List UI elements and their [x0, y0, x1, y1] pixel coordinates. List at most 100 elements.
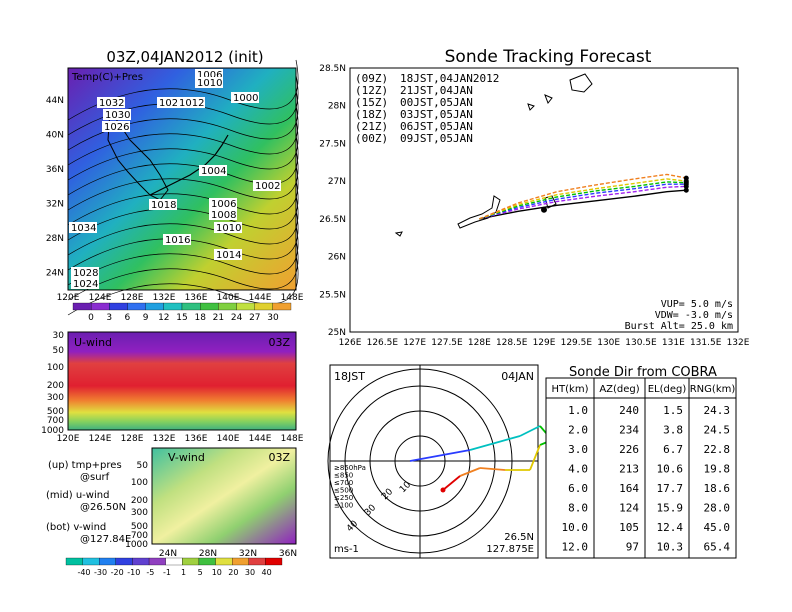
lon-tick-label: 126.5E	[367, 338, 399, 348]
track-series-line	[479, 189, 687, 220]
lon-tick-label: 148E	[281, 434, 304, 444]
lon-tick-label: 144E	[249, 434, 272, 444]
colorbar-segment	[115, 557, 133, 566]
lon-tick-label: 136E	[185, 293, 208, 303]
table-cell: 4.0	[568, 463, 588, 476]
temp-map-label: Temp(C)+Pres	[71, 72, 143, 83]
pressure-tick: 700	[131, 531, 148, 541]
table-frame	[545, 377, 737, 559]
colorbar-segment	[99, 557, 116, 566]
legend-line: (up) tmp+pres	[48, 460, 122, 471]
lon-tick-label: 130E	[597, 338, 620, 348]
amami-coastline	[527, 73, 593, 111]
pressure-label-bg	[214, 249, 242, 260]
track-param: VUP= 5.0 m/s	[661, 299, 733, 310]
colorbar-segment	[232, 557, 249, 566]
pressure-label: 1020	[159, 98, 184, 109]
polar-time: 18JST	[334, 370, 365, 383]
temp-colorbar: 0 3 6 9 12 15 18 21 24 27 30	[72, 302, 292, 323]
lon-tick-label: 127.5E	[431, 338, 463, 348]
track-legend: (09Z) 18JST,04JAN2012 (12Z) 21JST,04JAN (15Z…	[355, 72, 499, 145]
hodograph-segment	[479, 467, 506, 471]
pressure-tick: 500	[131, 522, 148, 532]
pressure-label: 1006	[211, 199, 236, 210]
colorbar-tick: 21	[213, 313, 224, 323]
colorbar-segment	[165, 557, 183, 566]
track-legend-utc: (21Z)	[355, 120, 388, 133]
pressure-tick: 300	[131, 508, 148, 518]
lat-tick-label: 44N	[46, 96, 64, 106]
lon-tick-label: 131E	[662, 338, 685, 348]
coastline	[107, 108, 169, 201]
colorbar-tick: -1	[163, 568, 171, 577]
isobar-line	[67, 149, 299, 211]
lon-tick-label: 140E	[217, 293, 240, 303]
colorbar-tick: 10	[212, 568, 222, 577]
colorbar-segment	[236, 302, 255, 311]
pressure-tick: 500	[47, 407, 64, 417]
lon-tick-label: 140E	[217, 434, 240, 444]
pressure-label: 1004	[201, 166, 226, 177]
colorbar-tick: 12	[158, 313, 169, 323]
lat-tick-label: 32N	[46, 200, 64, 210]
colorbar-segment	[200, 302, 219, 311]
panel-legend: (up) tmp+pres@surf (mid) u-wind@26.50N (bo…	[46, 460, 131, 545]
lon-tick-label: 128E	[121, 293, 144, 303]
pressure-tick: 700	[47, 416, 64, 426]
pressure-label-bg	[102, 121, 130, 132]
table-cell: 2.0	[568, 424, 588, 437]
table-cell: 234	[619, 424, 639, 437]
track-legend-jst: 06JST,05JAN	[400, 120, 473, 133]
lat-tick-label: 28N	[328, 102, 346, 112]
level-legend-item: ≥850hPa	[334, 464, 366, 472]
pressure-label: 1024	[73, 279, 98, 290]
islet	[394, 231, 403, 237]
pressure-label: 1034	[71, 223, 96, 234]
table-cell: 124	[619, 502, 639, 515]
table-header: AZ(deg)	[599, 384, 639, 395]
isobar-line	[67, 254, 299, 316]
colorbar-tick: -20	[111, 568, 124, 577]
lon-tick-label: 120E	[57, 293, 80, 303]
pressure-label-bg	[214, 222, 242, 233]
pressure-label-bg	[209, 209, 237, 220]
track-legend-jst: 21JST,04JAN	[400, 84, 473, 97]
table-cell: 65.4	[704, 541, 731, 554]
polar-lat: 26.5N	[504, 532, 534, 543]
legend-line: @127.84E	[80, 534, 131, 545]
colorbar-tick: -30	[94, 568, 107, 577]
colorbar-tick: 0	[88, 313, 94, 323]
colorbar-segment	[132, 557, 150, 566]
colorbar-tick: -40	[77, 568, 90, 577]
track-lat-ticks: 28.5N 28N 27.5N 27N 26.5N 26N 25.5N 25N	[319, 64, 346, 338]
pressure-label-bg	[97, 97, 125, 108]
colorbar-segment	[265, 557, 283, 566]
pressure-label: 1016	[165, 235, 190, 246]
lon-tick-label: 144E	[249, 293, 272, 303]
table-cell: 28.0	[704, 502, 731, 515]
colorbar-tick: -5	[146, 568, 154, 577]
left-title: 03Z,04JAN2012 (init)	[106, 48, 263, 66]
table-cell: 97	[626, 541, 639, 554]
lat-tick-label: 28N	[46, 234, 64, 244]
colorbar-tick: 30	[267, 313, 279, 323]
table-cell: 15.9	[657, 502, 684, 515]
track-legend-utc: (18Z)	[355, 108, 388, 121]
pressure-tick: 100	[131, 478, 148, 488]
pressure-label: 1010	[197, 78, 222, 89]
u-wind-field	[67, 331, 297, 431]
table-cell: 164	[619, 482, 639, 495]
polar-date: 04JAN	[501, 370, 534, 383]
table-cell: 3.0	[568, 443, 588, 456]
table-cell: 213	[619, 463, 639, 476]
hodograph-segment	[469, 435, 521, 451]
isobar-line	[67, 104, 299, 166]
table-cell: 45.0	[704, 521, 731, 534]
hodograph-segment	[459, 467, 481, 477]
pressure-tick: 200	[47, 381, 64, 391]
colorbar-tick: 40	[262, 568, 272, 577]
table-cell: 6.0	[568, 482, 588, 495]
